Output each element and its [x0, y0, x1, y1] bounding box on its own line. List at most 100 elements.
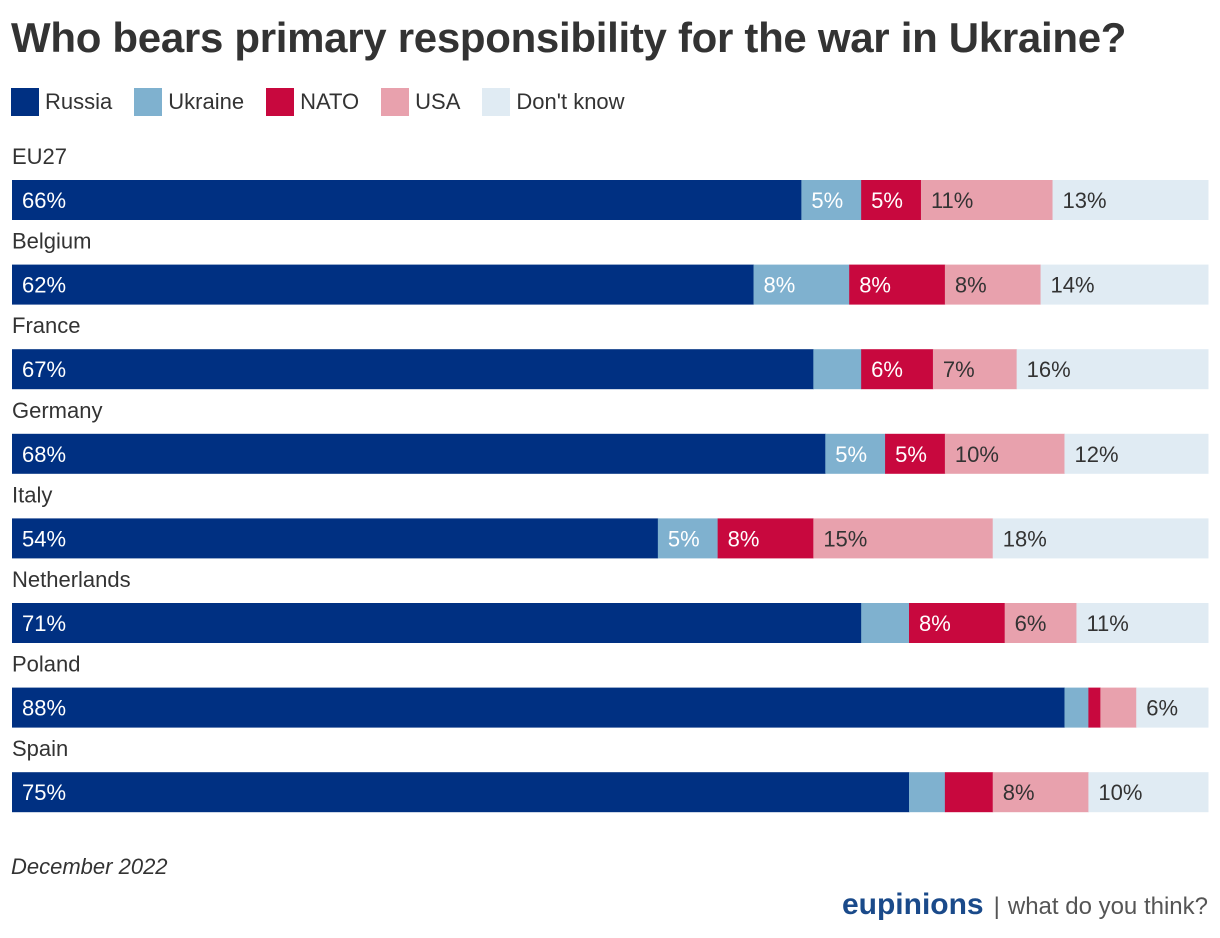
bar-segment-usa — [944, 433, 1065, 474]
legend-label: Don't know — [516, 89, 625, 114]
legend-swatch — [381, 88, 410, 116]
bar-segment-ukraine — [657, 518, 719, 559]
category-label: Netherlands — [12, 567, 131, 592]
data-label: 66% — [22, 188, 66, 213]
data-label: 10% — [1098, 780, 1142, 805]
data-label: 15% — [823, 526, 867, 551]
data-label: 62% — [22, 273, 66, 298]
data-label: 71% — [22, 611, 66, 636]
data-label: 68% — [22, 442, 66, 467]
chart-title: Who bears primary responsibility for the… — [11, 14, 1127, 61]
bar-segment-don-t-know — [1136, 687, 1209, 728]
data-label: 8% — [764, 273, 796, 298]
category-label: Belgium — [12, 229, 91, 254]
bar-segment-don-t-know — [1040, 264, 1209, 305]
legend-item-nato: NATO — [266, 88, 359, 116]
bar-segment-don-t-know — [1088, 772, 1209, 813]
bar-segment-ukraine — [1064, 687, 1089, 728]
legend-label: NATO — [300, 89, 360, 114]
date-note: December 2022 — [11, 854, 168, 879]
data-label: 5% — [811, 188, 843, 213]
data-label: 8% — [919, 611, 951, 636]
data-label: 8% — [859, 273, 891, 298]
category-label: Poland — [12, 652, 81, 677]
bar-segment-ukraine — [753, 264, 850, 305]
bar-segment-nato — [885, 433, 946, 474]
bar-segment-usa — [932, 349, 1018, 390]
bar-segment-russia — [12, 772, 910, 813]
tagline: what do you think? — [1007, 893, 1208, 920]
bar-segment-russia — [12, 433, 826, 474]
data-label: 16% — [1027, 357, 1071, 382]
legend-label: USA — [415, 89, 461, 114]
bar-segment-ukraine — [861, 603, 910, 643]
bar-segment-nato — [849, 264, 946, 305]
data-label: 8% — [1003, 780, 1035, 805]
bar-segment-usa — [813, 518, 994, 559]
category-label: Spain — [12, 736, 68, 761]
data-label: 6% — [1015, 611, 1047, 636]
legend-swatch — [482, 88, 511, 116]
bar-segment-ukraine — [909, 772, 946, 813]
category-label: Italy — [12, 482, 52, 507]
bar-segment-usa — [920, 180, 1054, 220]
legend-item-russia: Russia — [11, 88, 112, 116]
legend-item-don-t-know: Don't know — [482, 88, 625, 116]
bar-segment-don-t-know — [1076, 603, 1209, 643]
data-label: 7% — [943, 357, 975, 382]
bar-segment-russia — [12, 687, 1065, 728]
bar-segment-usa — [1004, 603, 1077, 643]
separator: | — [993, 893, 1000, 920]
data-label: 67% — [22, 357, 66, 382]
bar-segment-russia — [12, 518, 659, 559]
bar-segment-nato — [1088, 687, 1101, 728]
data-label: 5% — [835, 442, 867, 467]
bar-segment-usa — [1100, 687, 1137, 728]
legend: Russia Ukraine NATO USA Don't know — [11, 88, 647, 116]
category-label: Germany — [12, 398, 102, 423]
bar-segment-russia — [12, 603, 862, 643]
data-label: 13% — [1063, 188, 1107, 213]
bar-segment-russia — [12, 349, 814, 390]
data-label: 5% — [895, 442, 927, 467]
data-label: 14% — [1051, 273, 1095, 298]
data-label: 11% — [931, 188, 973, 213]
legend-swatch — [266, 88, 295, 116]
legend-swatch — [11, 88, 39, 116]
bar-segment-ukraine — [801, 180, 862, 220]
bar-segment-ukraine — [825, 433, 886, 474]
brand-logo: eupinions — [841, 888, 984, 921]
legend-item-ukraine: Ukraine — [134, 88, 244, 116]
brand-footer: eupinions | what do you think? — [842, 888, 1208, 922]
category-label: EU27 — [12, 144, 67, 169]
bar-segment-nato — [861, 349, 934, 390]
data-label: 18% — [1003, 526, 1047, 551]
bar-segment-ukraine — [813, 349, 862, 390]
bar-segment-don-t-know — [1064, 433, 1209, 474]
legend-item-usa: USA — [381, 88, 460, 116]
legend-swatch — [134, 88, 163, 116]
data-label: 12% — [1074, 442, 1118, 467]
data-label: 11% — [1086, 611, 1128, 636]
category-label: France — [12, 313, 80, 338]
bar-segment-don-t-know — [1052, 180, 1209, 220]
bar-segment-nato — [717, 518, 814, 559]
data-label: 88% — [22, 696, 66, 721]
bar-segment-russia — [12, 264, 755, 305]
bar-segment-don-t-know — [992, 518, 1209, 559]
bar-segment-usa — [992, 772, 1089, 813]
data-label: 8% — [728, 526, 760, 551]
data-label: 6% — [1146, 696, 1178, 721]
bar-segment-nato — [944, 772, 994, 813]
legend-label: Ukraine — [168, 89, 245, 114]
data-label: 54% — [22, 526, 66, 551]
bar-segment-nato — [861, 180, 922, 220]
data-label: 10% — [955, 442, 999, 467]
bar-segment-russia — [12, 180, 802, 220]
data-label: 5% — [668, 526, 700, 551]
data-label: 8% — [955, 273, 987, 298]
legend-label: Russia — [45, 89, 113, 114]
data-label: 5% — [871, 188, 903, 213]
bar-segment-don-t-know — [1016, 349, 1209, 390]
